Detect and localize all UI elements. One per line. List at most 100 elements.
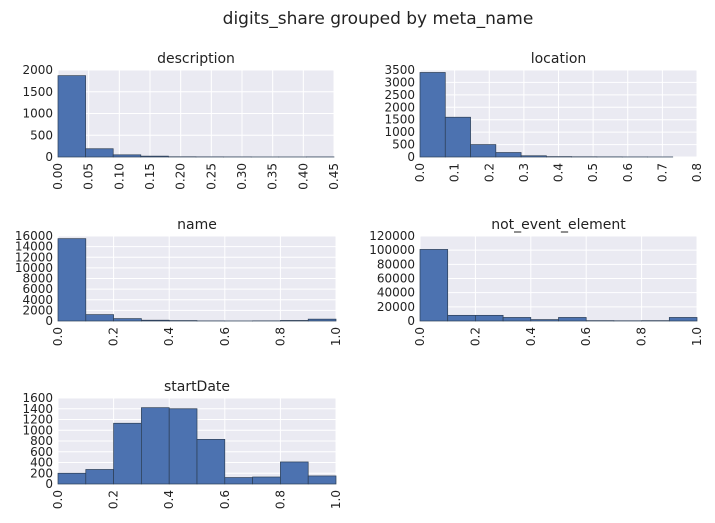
x-tick-label: 0.8: [273, 490, 287, 509]
y-tick-label: 1500: [384, 113, 415, 127]
x-tick-label: 0.8: [273, 327, 287, 346]
histogram-bar: [520, 155, 547, 158]
y-tick-label: 500: [392, 138, 415, 152]
x-tick-label: 0.25: [204, 163, 218, 190]
histogram-bar: [447, 314, 476, 322]
x-tick-label: 0.15: [143, 163, 157, 190]
x-tick-label: 0.40: [296, 163, 310, 190]
y-tick-label: 500: [30, 128, 53, 142]
x-tick-label: 0.4: [162, 490, 176, 509]
x-tick-label: 0.0: [51, 327, 65, 346]
x-tick-label: 0.2: [107, 327, 121, 346]
histogram-bar: [307, 475, 337, 485]
subplot-title: name: [177, 217, 217, 233]
histogram-bar: [57, 472, 87, 485]
x-tick-label: 0.8: [690, 163, 704, 182]
y-tick-label: 2000: [22, 303, 53, 317]
subplot-title: location: [531, 51, 587, 67]
x-tick-label: 0.2: [107, 490, 121, 509]
histogram-bar: [419, 72, 446, 158]
histogram-bar: [530, 319, 559, 322]
subplot-title: not_event_element: [491, 217, 626, 233]
histogram-bar: [57, 75, 86, 158]
histogram-bar: [419, 249, 449, 322]
x-tick-label: 0.3: [517, 163, 531, 182]
histogram-bar: [141, 319, 170, 322]
histogram-bar: [85, 314, 114, 322]
y-tick-label: 60000: [377, 272, 415, 286]
histogram-bar: [475, 314, 504, 322]
x-tick-label: 0.6: [621, 163, 635, 182]
y-tick-label: 0: [45, 314, 53, 328]
y-tick-label: 14000: [15, 240, 53, 254]
histogram-bar: [57, 238, 87, 322]
y-tick-label: 1000: [22, 107, 53, 121]
y-tick-label: 8000: [22, 272, 53, 286]
y-tick-label: 400: [30, 456, 53, 470]
figure-title: digits_share grouped by meta_name: [223, 9, 534, 29]
x-tick-label: 1.0: [690, 327, 704, 346]
y-tick-label: 2500: [384, 88, 415, 102]
histogram-bar: [280, 320, 309, 322]
histogram-bar: [444, 116, 471, 158]
y-tick-label: 1400: [22, 402, 53, 416]
x-tick-label: 0.8: [635, 327, 649, 346]
histogram-bar: [252, 476, 281, 485]
histogram-bar: [85, 148, 114, 158]
x-tick-label: 1.0: [329, 490, 343, 509]
y-tick-label: 120000: [369, 229, 415, 243]
y-tick-label: 100000: [369, 243, 415, 257]
y-tick-label: 600: [30, 445, 53, 459]
x-tick-label: 0.05: [82, 163, 96, 190]
y-tick-label: 3500: [384, 63, 415, 77]
histogram-bar: [141, 407, 170, 485]
x-tick-label: 0.5: [586, 163, 600, 182]
x-tick-label: 0.4: [524, 327, 538, 346]
y-tick-label: 2000: [384, 100, 415, 114]
y-tick-label: 16000: [15, 229, 53, 243]
y-tick-label: 10000: [15, 261, 53, 275]
x-tick-label: 0.4: [162, 327, 176, 346]
y-tick-label: 1000: [384, 125, 415, 139]
x-tick-label: 0.0: [51, 490, 65, 509]
x-tick-label: 0.0: [413, 327, 427, 346]
x-tick-label: 0.4: [552, 163, 566, 182]
x-tick-label: 1.0: [329, 327, 343, 346]
histogram-bar: [113, 318, 142, 322]
histogram-bar: [307, 318, 337, 322]
y-tick-label: 2000: [22, 63, 53, 77]
subplot-title: description: [157, 51, 235, 67]
y-tick-label: 0: [45, 477, 53, 491]
y-tick-label: 6000: [22, 282, 53, 296]
y-tick-label: 200: [30, 466, 53, 480]
y-tick-label: 80000: [377, 257, 415, 271]
histogram-bar: [113, 422, 142, 485]
x-tick-label: 0.10: [112, 163, 126, 190]
histogram-bar: [224, 477, 253, 485]
x-tick-label: 0.45: [327, 163, 341, 190]
histogram-bar: [558, 317, 587, 322]
y-tick-label: 1600: [22, 391, 53, 405]
y-tick-label: 20000: [377, 300, 415, 314]
x-tick-label: 0.2: [482, 163, 496, 182]
x-tick-label: 0.0: [413, 163, 427, 182]
histogram-bar: [470, 144, 497, 158]
histogram-bar: [140, 155, 169, 158]
x-tick-label: 0.6: [579, 327, 593, 346]
y-tick-label: 1000: [22, 423, 53, 437]
histogram-bar: [112, 154, 142, 158]
y-tick-label: 4000: [22, 293, 53, 307]
histogram-bar: [85, 469, 114, 485]
x-tick-label: 0.6: [218, 327, 232, 346]
y-tick-label: 0: [45, 150, 53, 164]
x-tick-label: 0.1: [448, 163, 462, 182]
histogram-bar: [502, 317, 532, 322]
x-tick-label: 0.7: [655, 163, 669, 182]
histogram-bar: [196, 439, 226, 485]
x-tick-label: 0.6: [218, 490, 232, 509]
y-tick-label: 0: [407, 150, 415, 164]
x-tick-label: 0.2: [468, 327, 482, 346]
y-tick-label: 1500: [22, 85, 53, 99]
histogram-bar: [168, 408, 198, 485]
